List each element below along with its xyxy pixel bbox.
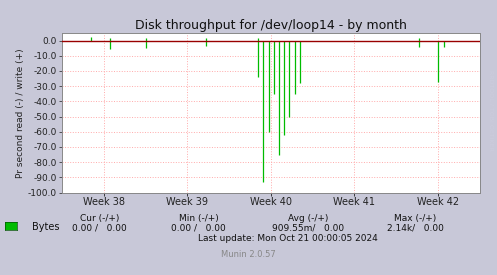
Text: Last update: Mon Oct 21 00:00:05 2024: Last update: Mon Oct 21 00:00:05 2024 bbox=[198, 234, 378, 243]
Text: 0.00 /   0.00: 0.00 / 0.00 bbox=[171, 223, 226, 232]
Text: 2.14k/   0.00: 2.14k/ 0.00 bbox=[387, 223, 443, 232]
Text: 0.00 /   0.00: 0.00 / 0.00 bbox=[72, 223, 127, 232]
Text: Max (-/+): Max (-/+) bbox=[394, 214, 436, 223]
Text: Bytes: Bytes bbox=[32, 222, 60, 232]
Text: 909.55m/   0.00: 909.55m/ 0.00 bbox=[272, 223, 344, 232]
Text: RRDTOOL / TOBI OETIKER: RRDTOOL / TOBI OETIKER bbox=[489, 70, 494, 150]
Text: Cur (-/+): Cur (-/+) bbox=[80, 214, 119, 223]
Text: Min (-/+): Min (-/+) bbox=[179, 214, 219, 223]
Y-axis label: Pr second read (-) / write (+): Pr second read (-) / write (+) bbox=[16, 48, 25, 178]
Text: Munin 2.0.57: Munin 2.0.57 bbox=[221, 250, 276, 259]
Text: Avg (-/+): Avg (-/+) bbox=[288, 214, 329, 223]
Title: Disk throughput for /dev/loop14 - by month: Disk throughput for /dev/loop14 - by mon… bbox=[135, 19, 407, 32]
